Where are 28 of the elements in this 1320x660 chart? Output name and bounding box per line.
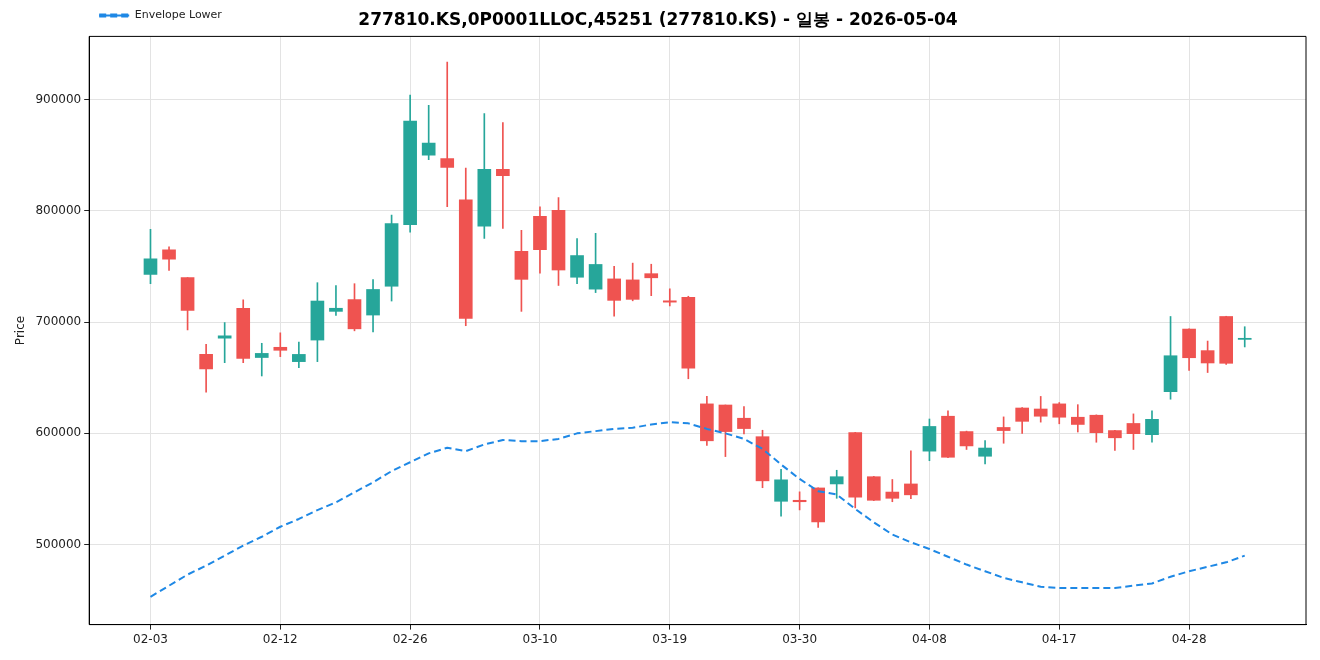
y-tick-label: 800000 — [35, 203, 82, 218]
candlestick — [273, 332, 288, 357]
candlestick — [496, 122, 510, 229]
y-tick-label: 900000 — [35, 91, 82, 106]
chart-title: 277810.KS,0P0001LLOC,45251 (277810.KS) - 일봉 - 2026-05-04 — [358, 8, 958, 29]
candlestick — [1237, 326, 1252, 348]
candlestick — [329, 285, 343, 316]
candlestick — [254, 342, 269, 377]
candlestick — [440, 61, 455, 207]
line-series — [149, 421, 1246, 598]
x-tick-label: 02-26 — [392, 631, 428, 646]
y-tick-label: 500000 — [35, 536, 82, 551]
y-tick-label: 700000 — [35, 314, 82, 329]
y-axis-title: Price — [13, 315, 28, 346]
x-tick-label: 03-30 — [782, 631, 818, 646]
x-tick-label: 04-17 — [1041, 631, 1077, 646]
x-tick-label: 02-12 — [262, 631, 298, 646]
candlestick — [644, 263, 659, 297]
y-tick-label: 600000 — [35, 425, 82, 440]
candlestick — [904, 450, 918, 499]
x-tick-label: 03-10 — [522, 631, 558, 646]
candlestick — [662, 288, 677, 307]
x-tick-label: 03-19 — [652, 631, 688, 646]
x-tick-label: 02-03 — [133, 631, 168, 646]
candlestick — [421, 105, 436, 160]
x-tick-label: 04-28 — [1171, 631, 1207, 646]
legend-label: Envelope Lower — [134, 8, 223, 22]
x-tick-label: 04-08 — [912, 631, 947, 646]
